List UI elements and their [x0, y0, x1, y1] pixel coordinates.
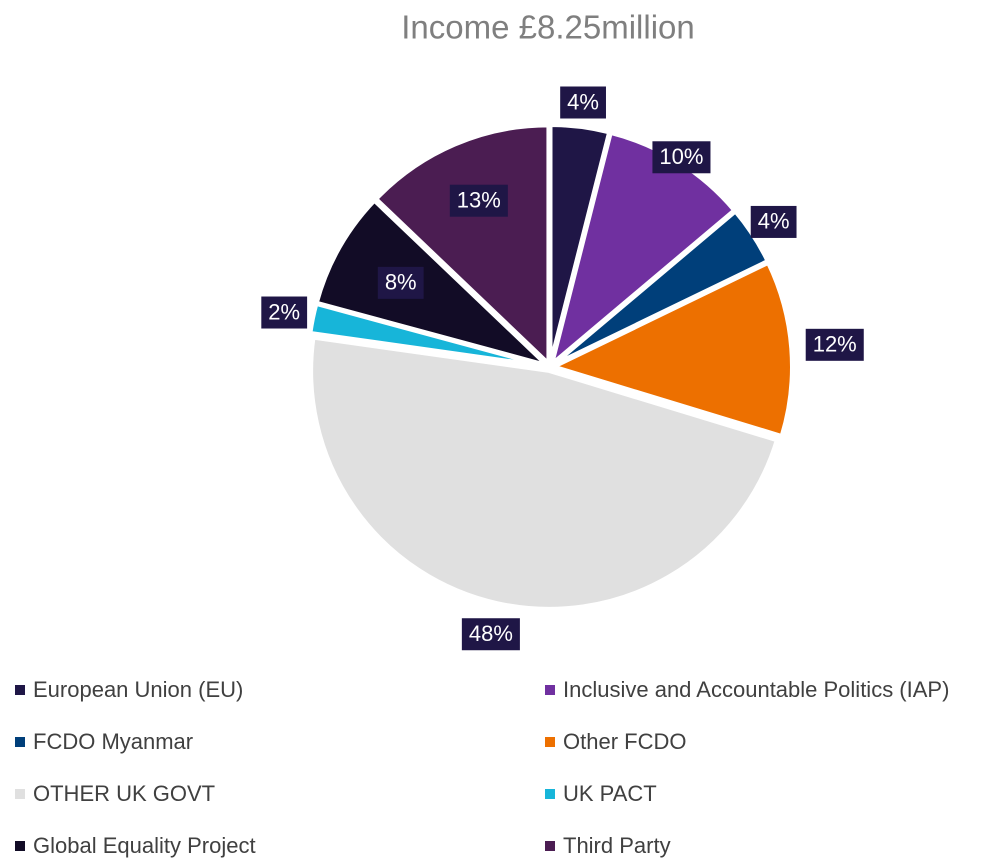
legend-label: Inclusive and Accountable Politics (IAP)	[563, 677, 949, 702]
data-label: 4%	[560, 86, 606, 119]
data-label: 13%	[449, 184, 508, 217]
legend-label: Global Equality Project	[33, 833, 256, 858]
legend-swatch	[545, 789, 555, 799]
data-label-box	[461, 618, 520, 651]
data-label: 48%	[461, 618, 520, 651]
legend-swatch	[545, 737, 555, 747]
data-label-text: 2%	[268, 299, 300, 324]
data-label: 4%	[750, 205, 797, 238]
data-label: 10%	[652, 141, 711, 174]
legend-label: UK PACT	[563, 781, 657, 806]
legend-label: Other FCDO	[563, 729, 686, 754]
data-label-text: 4%	[758, 209, 790, 234]
data-label-text: 13%	[457, 188, 501, 213]
data-label-box	[377, 266, 424, 299]
legend-swatch	[545, 685, 555, 695]
data-label-box	[261, 296, 308, 329]
legend-swatch	[15, 737, 25, 747]
legend-swatch	[545, 841, 555, 851]
pie-slice	[309, 335, 780, 611]
data-label-text: 48%	[469, 621, 513, 646]
data-label-text: 10%	[659, 144, 703, 169]
data-label-box	[750, 205, 797, 238]
data-label: 12%	[805, 328, 864, 361]
data-label-text: 12%	[813, 332, 857, 357]
legend-swatch	[15, 685, 25, 695]
pie-slice	[314, 197, 548, 367]
legend-swatch	[15, 841, 25, 851]
data-label-box	[449, 184, 508, 217]
data-label-box	[805, 328, 864, 361]
data-label-text: 4%	[567, 89, 599, 114]
data-label-box	[652, 141, 711, 174]
data-label-box	[560, 86, 606, 119]
data-label: 2%	[261, 296, 308, 329]
legend-label: Third Party	[563, 833, 671, 858]
legend-label: OTHER UK GOVT	[33, 781, 215, 806]
pie-slice	[548, 260, 794, 439]
legend-label: European Union (EU)	[33, 677, 243, 702]
data-label-text: 8%	[385, 270, 417, 295]
legend-swatch	[15, 789, 25, 799]
data-label: 8%	[377, 266, 424, 299]
legend-label: FCDO Myanmar	[33, 729, 193, 754]
chart-title: Income £8.25million	[401, 9, 695, 46]
